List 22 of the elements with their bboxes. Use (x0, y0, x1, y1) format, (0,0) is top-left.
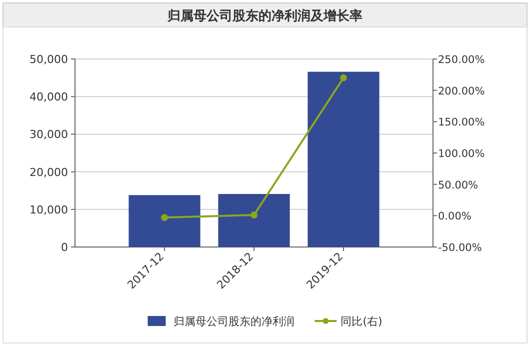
y2-tick-label: 100.00% (438, 148, 485, 160)
y-tick-label: 40,000 (30, 90, 68, 104)
y2-tick-label: 250.00% (438, 54, 485, 66)
y-tick-label: 30,000 (30, 128, 68, 142)
y2-tick-label: 200.00% (438, 85, 485, 98)
y-tick-label: 20,000 (30, 166, 68, 179)
y-tick-label: 50,000 (30, 53, 68, 66)
y2-tick-label: 0.00% (438, 210, 472, 223)
point (250, 212, 258, 219)
y-tick-label: 0 (61, 241, 68, 254)
bar (218, 194, 290, 247)
y2-tick-label: 150.00% (438, 116, 485, 129)
chart-title: 归属母公司股东的净利润及增长率 (166, 8, 362, 24)
y2-tick-label: -50.00% (438, 242, 482, 254)
bar (308, 72, 380, 247)
point (340, 74, 347, 82)
y2-tick-label: 50.00% (438, 179, 478, 192)
legend-label: 同比(右) (340, 315, 382, 328)
y-tick-label: 10,000 (30, 203, 68, 216)
point (161, 214, 168, 222)
bar (128, 195, 200, 247)
legend-label: 归属母公司股东的净利润 (174, 315, 295, 328)
